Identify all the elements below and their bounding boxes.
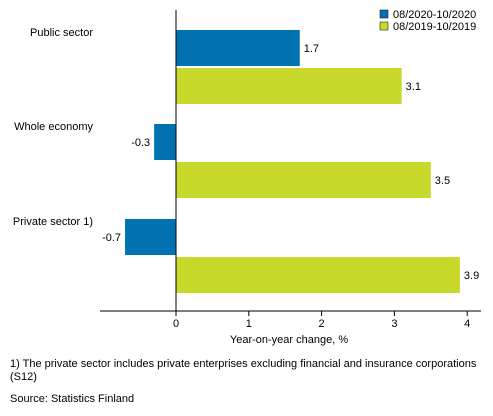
x-tick-label: 1 — [246, 318, 252, 330]
x-tick-label: 0 — [173, 318, 179, 330]
x-tick-label: 3 — [391, 318, 397, 330]
category-label-public-sector: Public sector — [30, 27, 93, 39]
data-label: -0.7 — [102, 232, 121, 244]
bar-whole-economy-series-1 — [154, 124, 176, 160]
bar-private-sector-1-series-2 — [176, 257, 460, 293]
bar-private-sector-1-series-1 — [125, 219, 176, 255]
legend-swatch-series-2 — [379, 21, 389, 31]
bar-whole-economy-series-2 — [176, 162, 431, 198]
category-label-whole-economy: Whole economy — [14, 121, 93, 133]
legend-label-series-1: 08/2020-10/2020 — [393, 9, 476, 21]
data-label: 3.9 — [464, 270, 479, 282]
data-label: 1.7 — [304, 43, 319, 55]
x-tick-label: 2 — [319, 318, 325, 330]
legend-swatch-series-1 — [379, 9, 389, 19]
legend-label-series-2: 08/2019-10/2019 — [393, 21, 476, 33]
bar-chart: 1.7 -0.3 -0.7 3.1 3.5 3.9 0 1 2 3 4 Year-on-year ch… — [13, 9, 481, 346]
bar-public-sector-series-1 — [176, 30, 300, 66]
data-label: 3.1 — [406, 81, 421, 93]
x-axis-title: Year-on-year change, % — [230, 334, 348, 346]
data-label: -0.3 — [131, 137, 150, 149]
x-tick-label: 4 — [464, 318, 470, 330]
category-label-private-sector-1: Private sector 1) — [13, 216, 93, 228]
source-note: Source: Statistics Finland — [10, 393, 135, 405]
footnote: 1) The private sector includes private e… — [10, 358, 477, 383]
bar-public-sector-series-2 — [176, 68, 402, 104]
data-label: 3.5 — [435, 175, 450, 187]
